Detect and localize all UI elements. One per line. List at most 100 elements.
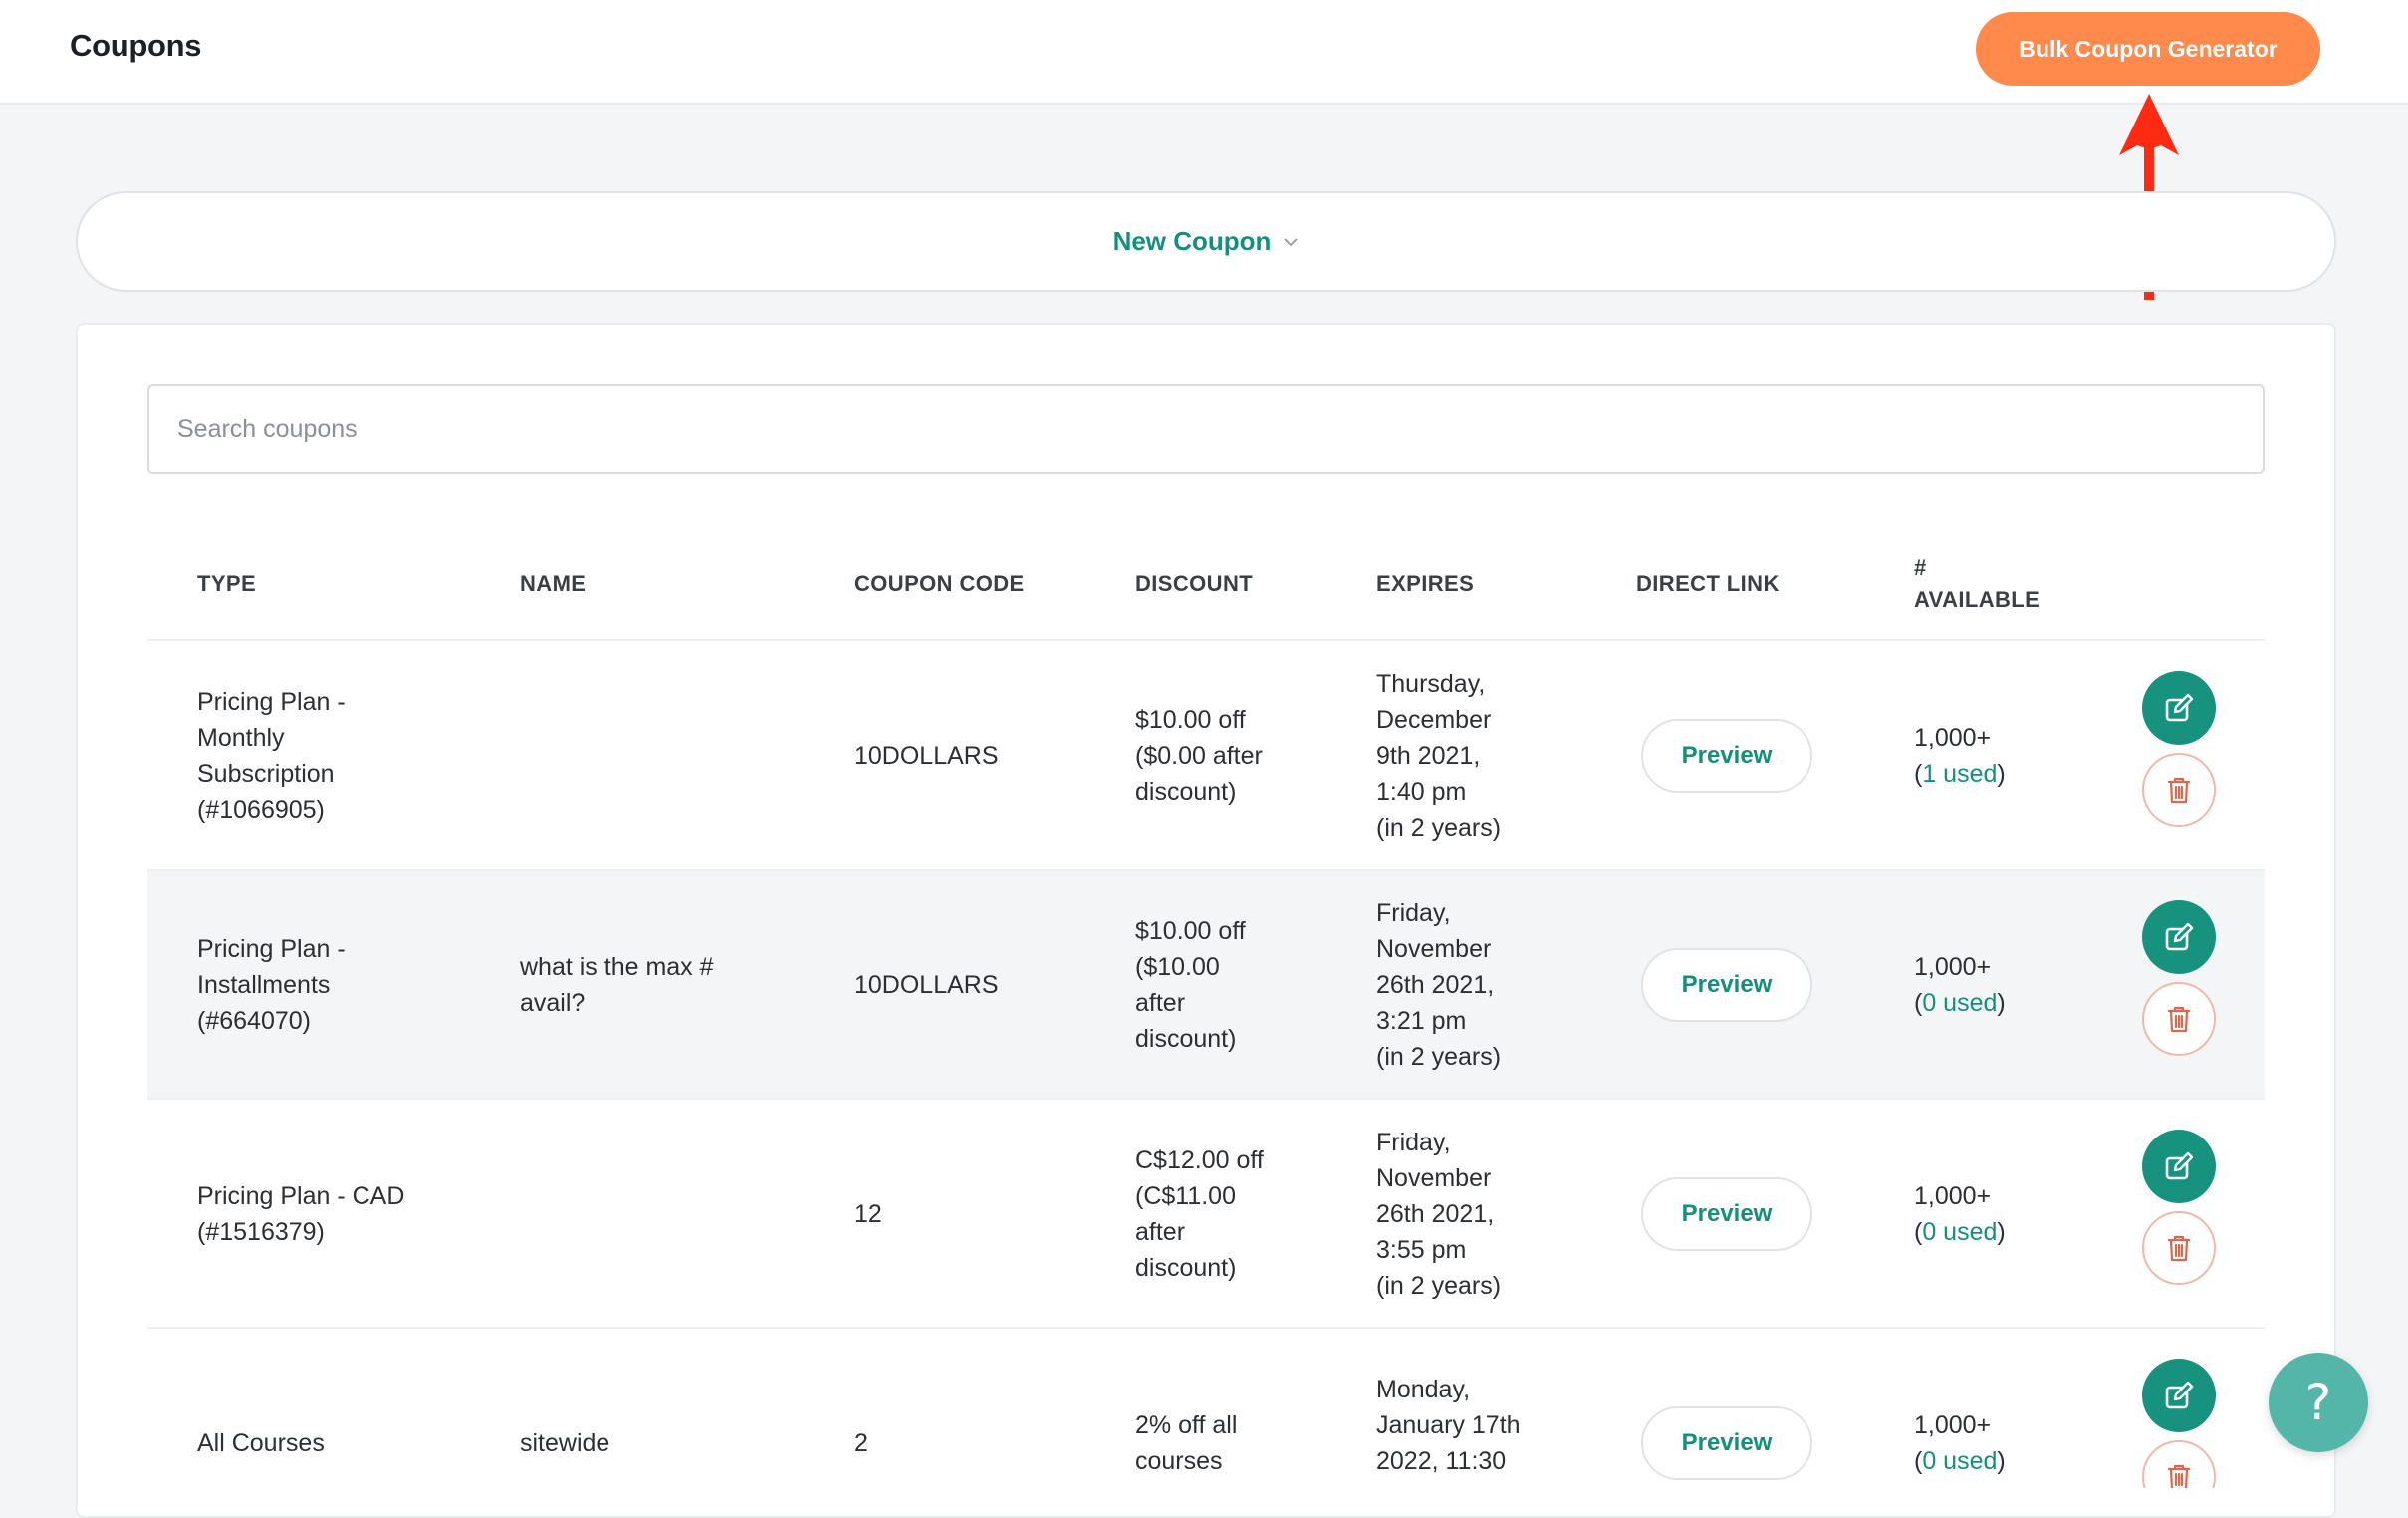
name-line: what is the max # [520,953,714,981]
column-header-discount: DISCOUNT [1135,571,1254,596]
expires-line: January 17th [1376,1411,1521,1439]
search-input[interactable] [147,384,2265,474]
available-count: 1,000+ [1914,1411,1992,1439]
type-line: Pricing Plan - [197,935,346,963]
delete-button[interactable] [2142,1211,2216,1285]
expires-line: Monday, [1376,1376,1471,1403]
cell-expires: Friday, November 26th 2021, 3:55 pm (in … [1376,1100,1501,1329]
used-open: ( [1914,760,1923,788]
cell-expires: Friday, November 26th 2021, 3:21 pm (in … [1376,871,1501,1100]
cell-type: All Courses [197,1429,325,1457]
discount-line: $10.00 off [1135,917,1246,945]
type-line: (#1516379) [197,1218,325,1246]
used-close: ) [1997,760,2006,788]
table-row: Pricing Plan - CAD (#1516379) 12 C$12.00… [147,1100,2265,1329]
cell-coupon-code: 2 [854,1429,868,1457]
expires-line: November [1376,935,1492,963]
cell-type: Pricing Plan - Installments (#664070) [197,871,346,1100]
discount-line: (C$11.00 [1135,1182,1236,1210]
cell-discount: $10.00 off ($10.00 after discount) [1135,871,1246,1100]
type-line: Installments [197,971,331,999]
cell-name: sitewide [520,1429,610,1457]
used-link[interactable]: 0 used [1922,1447,1998,1475]
discount-line: after [1135,1218,1186,1246]
new-coupon-toggle[interactable]: New Coupon [76,191,2336,292]
edit-icon [2165,1151,2194,1180]
edit-button[interactable] [2142,1359,2216,1432]
cell-discount: $10.00 off ($0.00 after discount) [1135,641,1263,871]
new-coupon-label: New Coupon [1112,226,1272,256]
available-count: 1,000+ [1914,724,1992,752]
preview-button[interactable]: Preview [1641,1406,1812,1480]
type-line: Subscription [197,760,335,788]
table-row: Pricing Plan - Monthly Subscription (#10… [147,641,2265,871]
edit-button[interactable] [2142,1130,2216,1203]
used-close: ) [1997,1218,2006,1246]
expires-line: (in 2 years) [1376,1043,1502,1071]
edit-icon [2165,1381,2194,1409]
trash-icon [2167,1235,2191,1262]
expires-line: December [1376,706,1492,734]
used-line: (1 used) [1914,756,2006,792]
available-count: 1,000+ [1914,953,1992,981]
discount-line: ($10.00 [1135,953,1220,981]
type-line: Monthly [197,724,285,752]
expires-line: 9th 2021, [1376,742,1481,770]
used-open: ( [1914,989,1923,1017]
expires-line: Thursday, [1376,670,1486,698]
page-title: Coupons [70,28,202,63]
discount-line: courses [1135,1447,1223,1475]
expires-line: (in 2 years) [1376,814,1502,842]
cell-coupon-code: 12 [854,1200,882,1228]
trash-icon [2167,1006,2191,1033]
discount-line: ($0.00 after [1135,742,1263,770]
discount-line: after [1135,989,1186,1017]
cell-expires: Thursday, December 9th 2021, 1:40 pm (in… [1376,641,1501,871]
expires-line: 2022, 11:30 [1376,1447,1507,1475]
help-button[interactable]: ? [2269,1353,2368,1452]
used-link[interactable]: 1 used [1922,760,1998,788]
edit-button[interactable] [2142,900,2216,974]
preview-button[interactable]: Preview [1641,1177,1812,1251]
row-divider [147,1098,2265,1100]
cell-expires: Monday, January 17th 2022, 11:30 am [1376,1329,1521,1488]
used-close: ) [1997,1447,2006,1475]
edit-button[interactable] [2142,671,2216,745]
expires-line: 26th 2021, [1376,1200,1495,1228]
table-row: All Courses sitewide 2 2% off all course… [147,1329,2265,1488]
name-line: avail? [520,989,586,1017]
used-close: ) [1997,989,2006,1017]
cell-type: Pricing Plan - CAD (#1516379) [197,1100,404,1329]
expires-line: November [1376,1164,1492,1192]
preview-button[interactable]: Preview [1641,719,1812,793]
type-line: (#1066905) [197,796,325,824]
type-line: (#664070) [197,1007,311,1035]
discount-line: discount) [1135,778,1237,806]
cell-discount: 2% off all courses [1135,1329,1237,1488]
expires-line: Friday, [1376,1129,1451,1156]
discount-line: C$12.00 off [1135,1146,1264,1174]
column-header-available: # AVAILABLE [1914,552,2040,616]
type-line: Pricing Plan - [197,688,346,716]
delete-button[interactable] [2142,753,2216,827]
cell-available: 1,000+ (0 used) [1914,1329,2006,1488]
column-header-direct-link: DIRECT LINK [1636,571,1780,596]
cell-discount: C$12.00 off (C$11.00 after discount) [1135,1100,1264,1329]
column-header-expires: EXPIRES [1376,571,1475,596]
used-link[interactable]: 0 used [1922,1218,1998,1246]
trash-icon [2167,1464,2191,1488]
preview-button[interactable]: Preview [1641,948,1812,1022]
expires-line: Friday, [1376,899,1451,927]
delete-button[interactable] [2142,982,2216,1056]
used-link[interactable]: 0 used [1922,989,1998,1017]
delete-button[interactable] [2142,1440,2216,1488]
available-count: 1,000+ [1914,1182,1992,1210]
used-line: (0 used) [1914,1214,2006,1250]
type-line: Pricing Plan - CAD [197,1182,405,1210]
cell-type: Pricing Plan - Monthly Subscription (#10… [197,641,346,871]
bulk-coupon-generator-button[interactable]: Bulk Coupon Generator [1976,12,2320,86]
row-divider [147,1327,2265,1329]
expires-line: 3:21 pm [1376,1007,1467,1035]
column-header-available-hash: # [1914,555,1927,580]
row-divider [147,869,2265,871]
